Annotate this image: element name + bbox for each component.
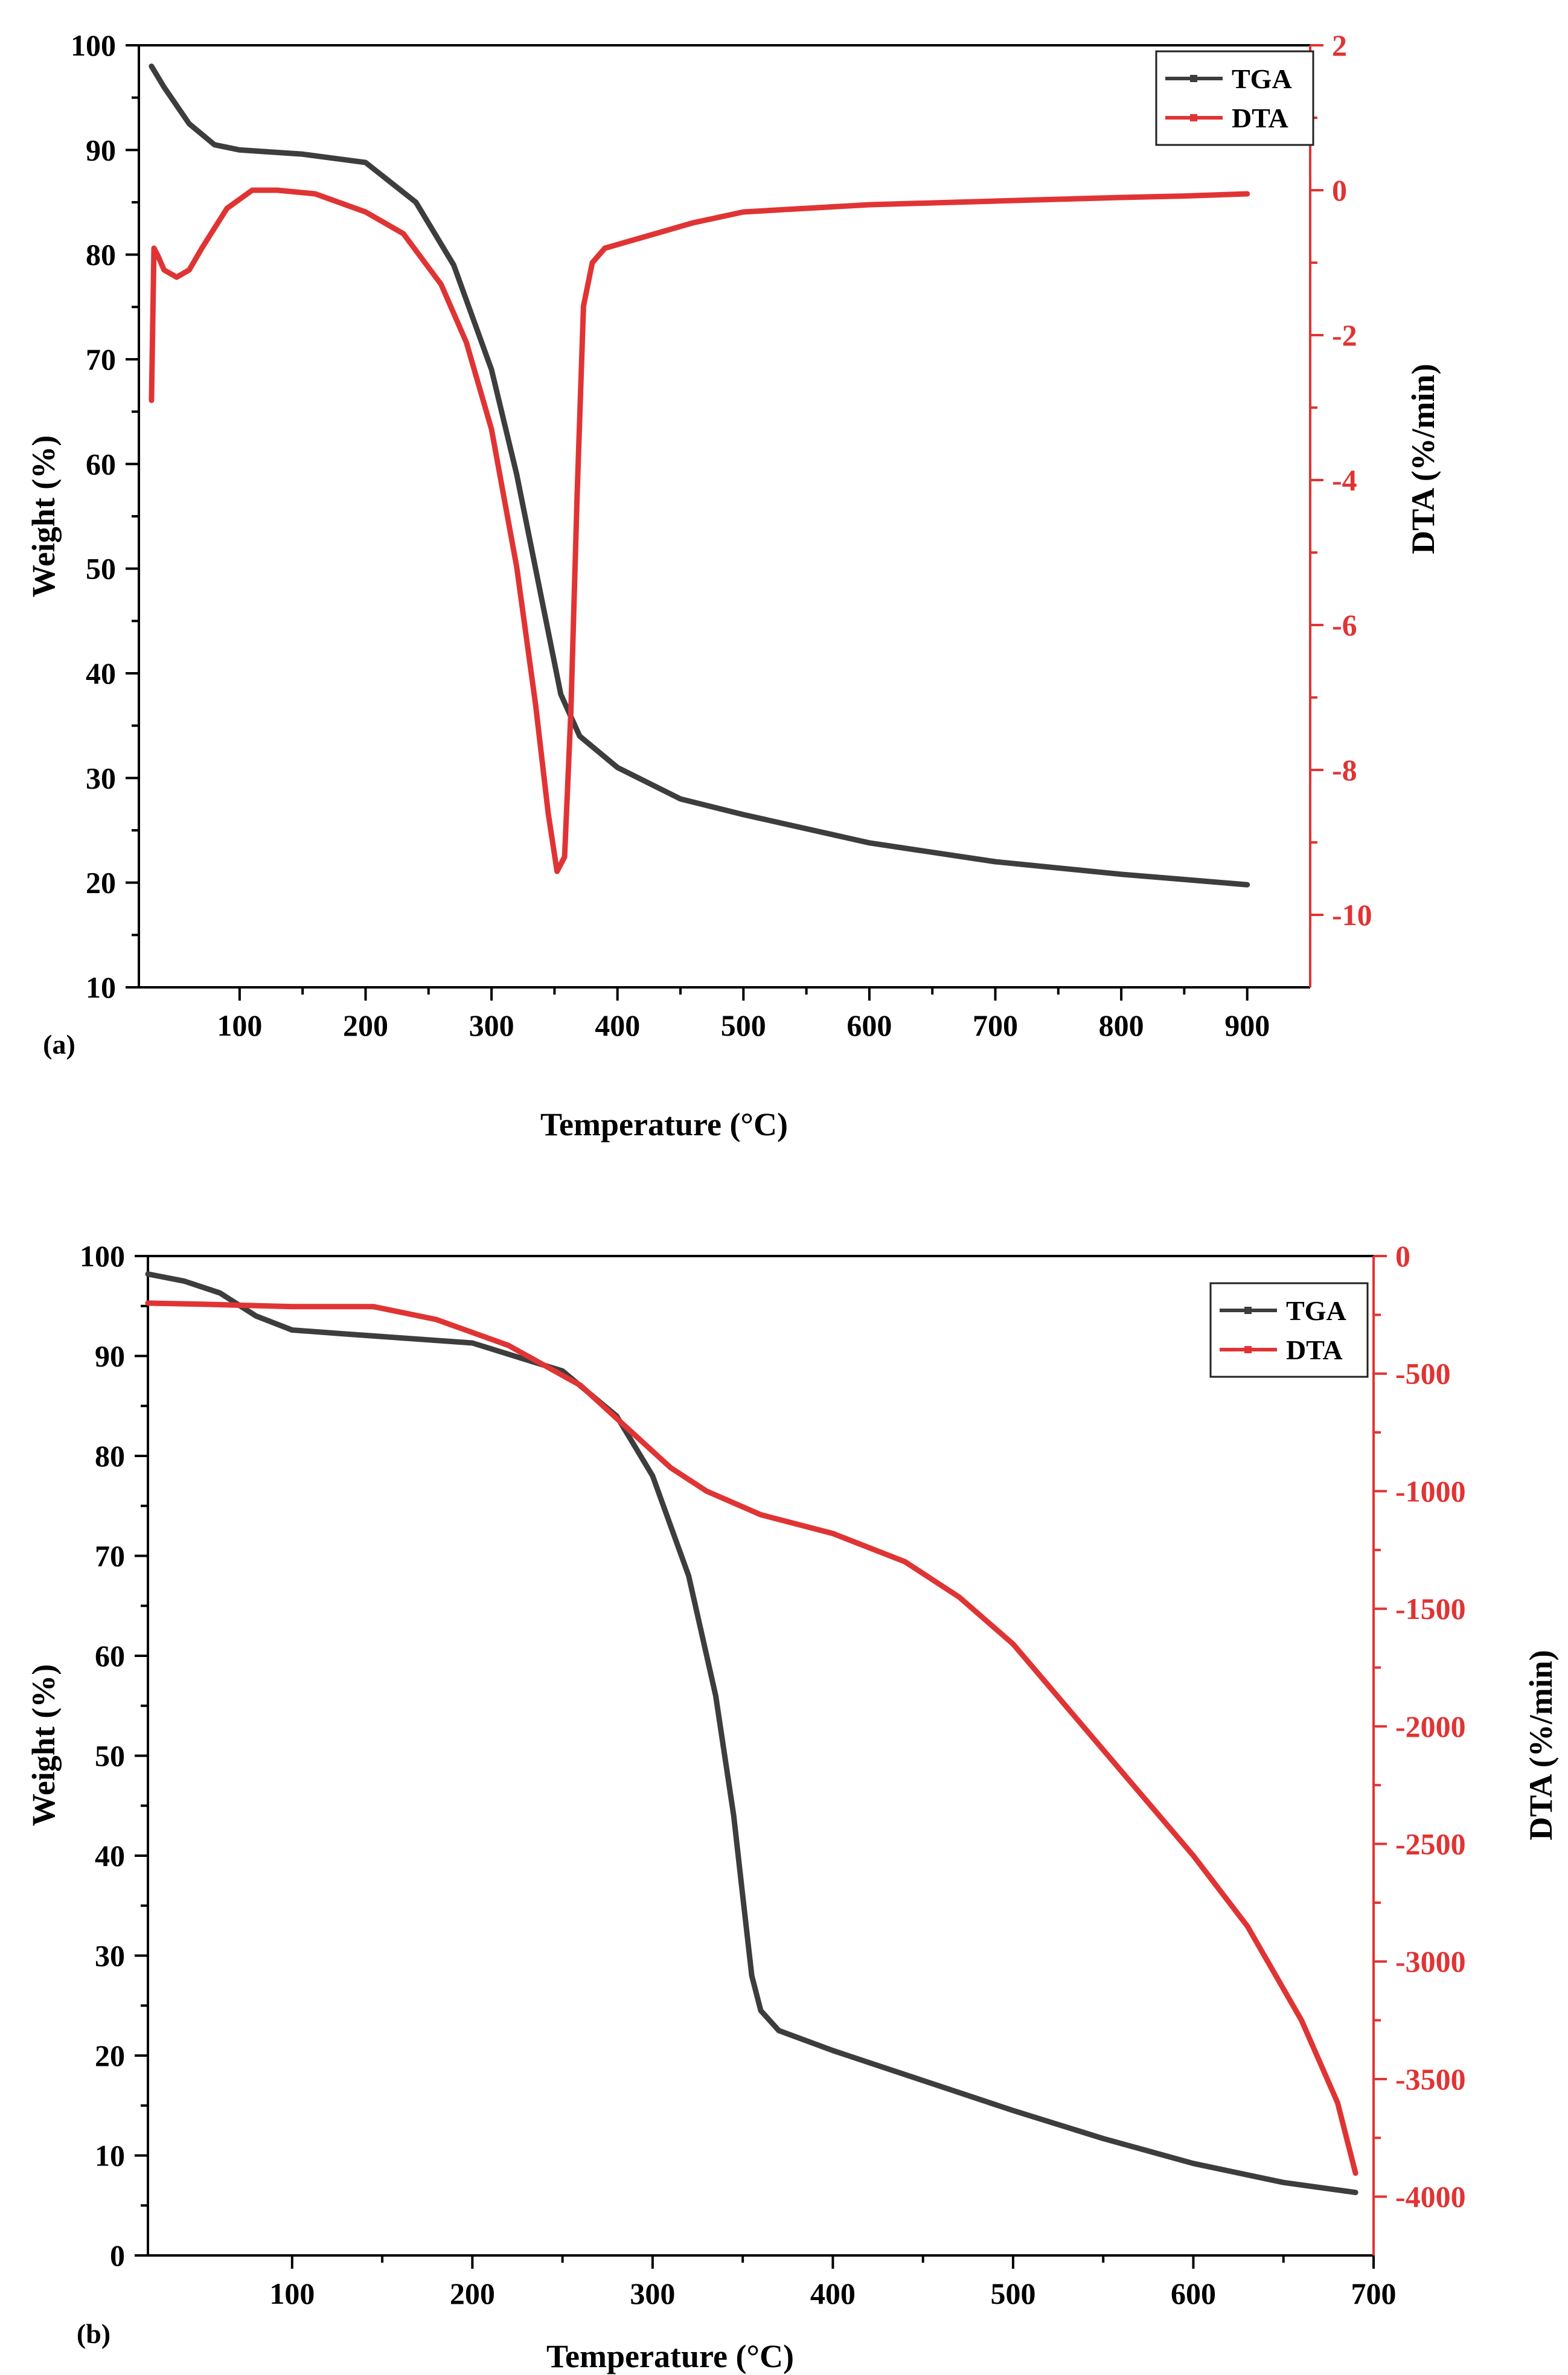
y-axis-left-title: Weight (%)	[25, 1664, 62, 1826]
y-left-tick-label: 80	[95, 1439, 125, 1473]
legend-label: DTA	[1286, 1335, 1343, 1365]
legend-swatch-marker	[1244, 1307, 1252, 1314]
y-left-tick-label: 60	[86, 447, 116, 481]
y-right-tick-label: -3500	[1395, 2062, 1466, 2096]
x-tick-label: 500	[721, 1008, 766, 1042]
legend-swatch-marker	[1244, 1346, 1252, 1353]
y-left-tick-label: 0	[110, 2239, 125, 2272]
panel-label: (a)	[43, 1029, 75, 1060]
y-left-tick-label: 90	[95, 1339, 125, 1373]
x-tick-label: 500	[990, 2277, 1035, 2310]
y-right-tick-label: 0	[1332, 173, 1347, 207]
x-axis-title: Temperature (°C)	[540, 1106, 788, 1143]
y-right-tick-label: -10	[1332, 898, 1372, 932]
tga-series-line	[149, 63, 1250, 888]
y-right-tick-label: -8	[1332, 753, 1357, 787]
x-tick-label: 700	[1351, 2277, 1397, 2310]
y-left-tick-label: 80	[86, 238, 116, 272]
legend-swatch-marker	[1190, 114, 1197, 121]
y-right-tick-label: -500	[1395, 1357, 1451, 1391]
x-tick-label: 800	[1099, 1008, 1144, 1042]
y-right-tick-label: -6	[1332, 608, 1357, 642]
legend-label: DTA	[1232, 103, 1288, 133]
y-left-tick-label: 50	[95, 1739, 125, 1773]
y-right-tick-label: 2	[1332, 28, 1347, 62]
y-left-tick-label: 10	[86, 970, 116, 1004]
x-tick-label: 200	[450, 2277, 495, 2310]
y-right-tick-label: -4	[1332, 463, 1357, 497]
y-left-tick-label: 90	[86, 133, 116, 167]
y-right-tick-label: -2000	[1395, 1710, 1466, 1743]
y-left-tick-label: 20	[86, 866, 116, 900]
x-tick-label: 900	[1224, 1008, 1270, 1042]
y-left-tick-label: 30	[86, 761, 116, 795]
y-left-tick-label: 70	[86, 342, 116, 376]
y-left-tick-label: 40	[95, 1839, 125, 1873]
y-left-tick-label: 10	[95, 2139, 125, 2173]
y-right-tick-label: -1000	[1395, 1474, 1466, 1508]
panel-a-chart: 100 200 300 400 500 600 700 800 9001020304050607…	[25, 28, 1441, 1143]
y-left-tick-label: 50	[86, 552, 116, 586]
y-right-tick-label: -1500	[1395, 1592, 1466, 1626]
y-left-tick-label: 60	[95, 1639, 125, 1673]
legend-label: TGA	[1286, 1295, 1346, 1326]
x-tick-label: 100	[217, 1008, 262, 1042]
x-tick-label: 300	[469, 1008, 514, 1042]
y-left-tick-label: 100	[80, 1239, 125, 1273]
y-axis-right-title: DTA (%/min)	[1405, 364, 1441, 554]
legend-swatch-marker	[1190, 75, 1197, 82]
legend-box	[1209, 1282, 1369, 1378]
legend-box	[1155, 50, 1314, 146]
x-tick-label: 600	[846, 1008, 892, 1042]
x-tick-label: 200	[343, 1008, 388, 1042]
x-tick-label: 400	[810, 2277, 856, 2310]
y-right-tick-label: -2500	[1395, 1827, 1466, 1861]
y-left-tick-label: 30	[95, 1939, 125, 1973]
panel-b-chart: 100 200 300 400 500 600 700 0 10 20 30 40 50 60 70 80 90…	[25, 1239, 1559, 2374]
x-tick-label: 600	[1171, 2277, 1216, 2310]
dta-series-line	[149, 187, 1250, 874]
y-right-tick-label: -2	[1332, 318, 1357, 352]
y-axis-left-title: Weight (%)	[25, 435, 62, 597]
y-right-tick-label: -3000	[1395, 1944, 1466, 1978]
panel-label: (b)	[77, 2318, 110, 2349]
x-tick-label: 700	[973, 1008, 1018, 1042]
x-tick-label: 100	[269, 2277, 315, 2310]
y-left-tick-label: 100	[71, 28, 116, 62]
y-axis-right-title: DTA (%/min)	[1523, 1650, 1559, 1841]
tga-series-line	[145, 1271, 1358, 2196]
y-left-tick-label: 70	[95, 1539, 125, 1573]
y-left-tick-label: 40	[86, 656, 116, 690]
y-right-tick-label: 0	[1395, 1239, 1410, 1273]
legend-label: TGA	[1232, 63, 1292, 94]
x-tick-label: 400	[595, 1008, 640, 1042]
dta-series-line	[145, 1300, 1358, 2176]
y-right-tick-label: -4000	[1395, 2180, 1466, 2214]
x-tick-label: 300	[630, 2277, 675, 2310]
y-left-tick-label: 20	[95, 2039, 125, 2072]
x-axis-title: Temperature (°C)	[546, 2338, 794, 2374]
